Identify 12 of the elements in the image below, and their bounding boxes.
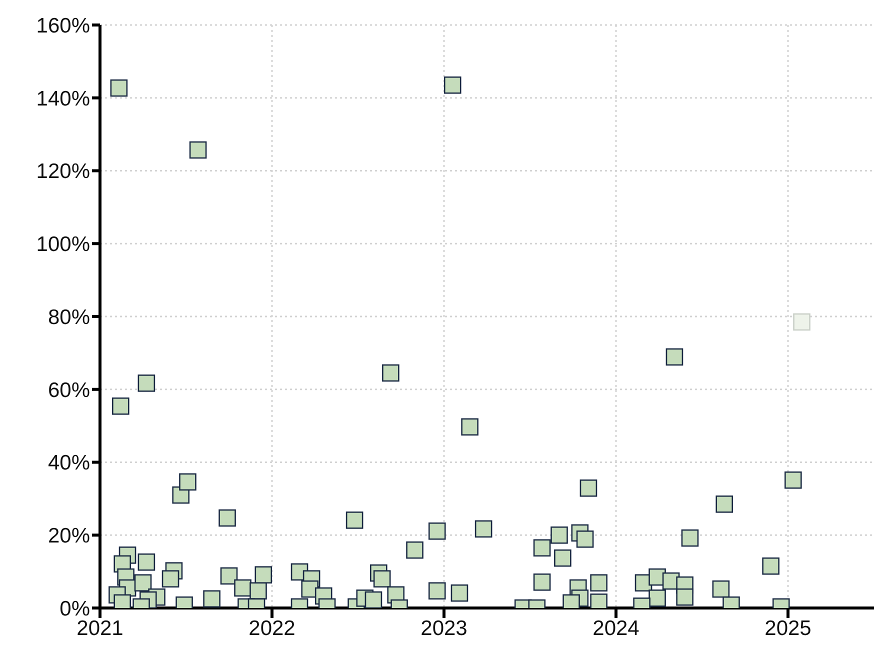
y-tick-label: 140% xyxy=(36,87,90,110)
y-tick-label: 40% xyxy=(48,452,90,475)
x-tick-label: 2023 xyxy=(420,616,468,640)
y-tick-label: 120% xyxy=(36,160,90,184)
y-tick-label: 160% xyxy=(36,14,90,38)
x-tick-label: 2025 xyxy=(764,616,812,640)
y-tick-label: 60% xyxy=(48,378,90,402)
x-tick-label: 2024 xyxy=(592,616,640,640)
y-tick-label: 20% xyxy=(48,524,90,548)
y-tick-label: 100% xyxy=(36,233,90,256)
y-tick-label: 80% xyxy=(48,306,90,329)
x-tick-label: 2022 xyxy=(248,616,296,640)
